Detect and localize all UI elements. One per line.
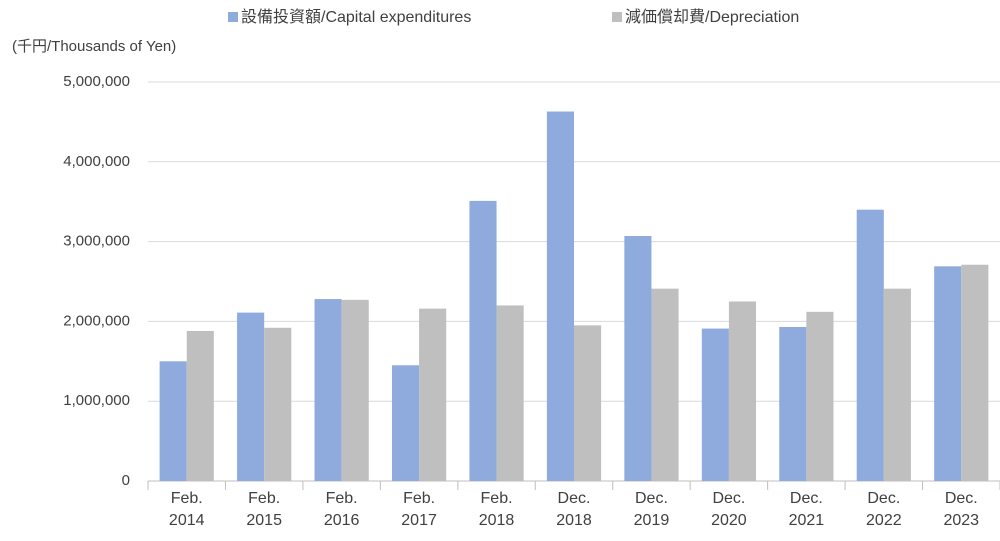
bar: [856, 209, 884, 481]
legend-swatch: [228, 12, 238, 22]
bar: [961, 264, 989, 481]
y-tick-label: 3,000,000: [63, 233, 130, 250]
legend-label: 減価償却費/Depreciation: [625, 8, 799, 26]
legend-swatch: [612, 12, 622, 22]
bar: [624, 236, 652, 481]
bar: [574, 325, 602, 481]
x-tick-label: Dec. 2021: [788, 490, 825, 529]
bar: [883, 288, 911, 481]
y-tick-label: 0: [122, 472, 130, 489]
x-tick-label: Dec. 2023: [943, 490, 980, 529]
bar: [496, 305, 524, 481]
unit-label: (千円/Thousands of Yen): [12, 38, 176, 55]
bar: [469, 200, 497, 482]
bar: [237, 312, 265, 481]
y-tick-label: 5,000,000: [63, 73, 130, 90]
bar: [779, 326, 807, 481]
x-tick-label: Dec. 2020: [711, 490, 747, 529]
x-tick-label: Dec. 2022: [866, 490, 902, 529]
bar: [341, 299, 369, 481]
y-tick-label: 1,000,000: [63, 392, 130, 409]
bar: [159, 361, 187, 481]
x-tick-label: Feb. 2015: [246, 490, 282, 529]
bar: [419, 308, 447, 481]
bar: [391, 365, 420, 481]
bar: [651, 288, 679, 481]
x-tick-label: Feb. 2017: [401, 490, 437, 529]
x-tick-label: Dec. 2019: [633, 490, 670, 529]
bar: [546, 111, 574, 481]
x-tick-label: Feb. 2016: [323, 490, 360, 529]
bar: [186, 330, 214, 481]
legend-label: 設備投資額/Capital expenditures: [241, 8, 471, 26]
x-tick-label: Feb. 2018: [478, 490, 515, 529]
bar: [728, 301, 757, 481]
y-tick-label: 4,000,000: [63, 153, 130, 170]
x-tick-label: Dec. 2018: [556, 490, 592, 529]
bar: [934, 266, 962, 481]
x-tick-label: Feb. 2014: [168, 490, 205, 529]
bar: [264, 327, 292, 481]
bar: [701, 328, 729, 481]
y-tick-label: 2,000,000: [63, 312, 130, 329]
bar: [806, 311, 834, 481]
bar: [314, 299, 342, 481]
